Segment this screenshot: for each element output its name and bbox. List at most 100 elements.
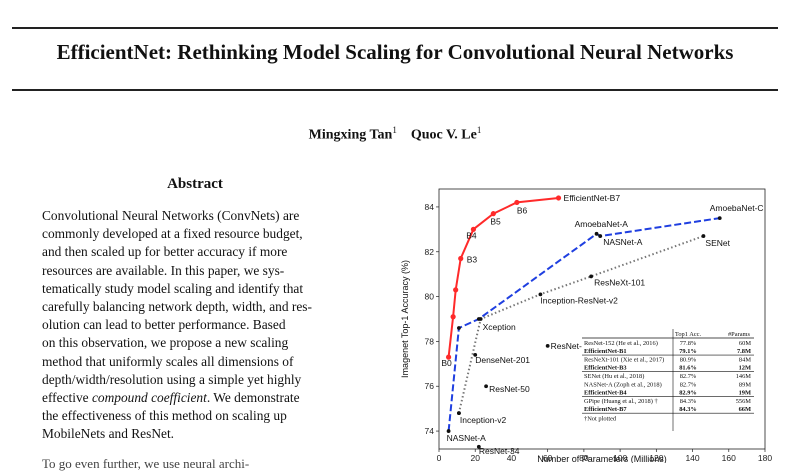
abstract-line: the effectiveness of this method on scal… [42,408,287,424]
x-tick-label: 80 [579,453,589,463]
x-axis-label: Number of Parameters (Millions) [537,454,667,463]
data-point [538,292,543,297]
point-label: ResNet-50 [489,384,530,394]
abstract-line: method that uniformly scales all dimensi… [42,353,294,369]
data-point [457,326,461,330]
series-line-efficientnet [447,197,559,358]
point-label: ResNet-34 [479,446,520,456]
point-label: ResNeXt-101 [594,277,645,287]
data-point [446,429,451,433]
table-header-params: #Params [728,331,751,338]
table-model-name: GPipe (Huang et al., 2018) † [584,398,658,405]
point-label: SENet [705,238,730,248]
abstract-line: carefully balancing network depth, width… [42,299,312,315]
data-point [457,411,461,416]
x-tick-label: 20 [470,453,480,463]
point-label: DenseNet-201 [475,355,530,365]
point-label: Inception-ResNet-v2 [540,295,618,305]
table-accuracy: 84.3% [680,398,697,405]
point-label: B3 [467,254,478,264]
table-background [582,329,754,439]
point-label: NASNet-A [603,237,643,247]
table-params: 66M [739,406,751,413]
table-footnote: †Not plotted [584,416,617,423]
y-tick-label: 84 [425,202,435,212]
series-line-nas [447,217,720,432]
data-point [701,234,706,238]
comparison-table: Top1 Acc. #Params ResNet-152 (He et al., 2… [582,329,754,439]
data-point [484,384,488,389]
data-point [458,255,464,262]
data-point [598,234,603,238]
abstract-line: depth/width/resolution using a simple ye… [42,371,302,387]
abstract-line: olution can lead to better performance. … [42,317,286,333]
abstract-next-line: To go even further, we use neural archi- [42,456,250,471]
author-list: Mingxing Tan1 Quoc V. Le1 [0,125,790,144]
title-rule-top [12,27,778,29]
point-label: AmoebaNet-C [710,203,764,213]
table-accuracy: 77.8% [680,340,697,347]
data-point [717,216,722,221]
x-tick-label: 40 [507,453,517,463]
table-header-acc: Top1 Acc. [675,331,702,338]
abstract-body: Convolutional Neural Networks (ConvNets)… [42,207,354,444]
abstract-line: effective compound coefficient. We demon… [42,389,354,407]
data-point [453,287,459,293]
abstract-line: on this observation, we propose a new sc… [42,335,289,351]
table-model-name: EfficientNet-B7 [584,406,627,413]
x-tick-label: 180 [758,453,772,463]
y-tick-label: 82 [425,247,435,257]
point-label: B0 [441,358,452,368]
data-point [589,274,594,279]
point-label: B4 [466,230,477,240]
abstract-line: MobileNets and ResNet. [42,426,175,442]
point-label: Xception [483,322,516,332]
table-accuracy: 81.6% [679,365,697,372]
data-point [478,317,483,321]
paper-title: EfficientNet: Rethinking Model Scaling f… [56,40,734,64]
table-params: 84M [739,356,751,363]
table-model-name: ResNeXt-101 (Xie et al., 2017) [584,356,664,363]
abstract-emphasis: compound coefficient [91,390,207,406]
author-affiliation: 1 [476,125,482,135]
chart-axes: 0 20 40 60 80 100 120 140 160 180 74 76 78 80 82 84 Numb… [400,188,772,463]
y-tick-label: 80 [425,292,435,302]
data-point [555,195,562,201]
plot-frame [438,188,766,450]
table-params: 89M [739,381,751,388]
data-point [473,352,478,357]
table-model-name: SENet (Hu et al., 2018) [584,373,644,380]
chart-points [445,195,722,449]
abstract-text: effective [42,390,92,406]
data-point [470,226,477,232]
data-point [445,354,452,360]
point-label: B6 [517,205,528,215]
abstract-line: Convolutional Neural Networks (ConvNets)… [42,208,300,223]
data-point [476,444,481,449]
table-model-name: ResNet-152 (He et al., 2016) [584,340,658,347]
title-rule-bottom [12,89,778,91]
table-params: 19M [739,390,751,397]
table-accuracy: 82.7% [680,373,697,380]
chart-point-labels: B0 B3 B4 B5 B6 EfficientNet-B7 NASNet-A AmoebaN… [441,193,763,456]
x-tick-label: 0 [437,453,442,463]
abstract-line: and then scaled up for better accuracy i… [42,244,288,260]
table-accuracy: 82.7% [680,381,697,388]
y-tick-label: 78 [425,336,435,346]
table-params: 146M [736,373,752,380]
point-label: B5 [490,217,501,227]
table-params: 556M [736,398,752,405]
x-tick-label: 160 [722,453,736,463]
y-tick-label: 74 [425,426,435,436]
x-tick-label: 60 [543,453,553,463]
table-accuracy: 82.9% [679,390,697,397]
y-tick-label: 76 [425,381,435,391]
data-point [545,343,550,348]
x-tick-label: 120 [649,453,663,463]
abstract-heading: Abstract [167,176,223,192]
x-tick-label: 100 [613,453,627,463]
abstract-line: resources are available. In this paper, … [42,262,285,278]
y-axis-label: Imagenet Top-1 Accuracy (%) [400,260,410,378]
table-model-name: EfficientNet-B4 [584,390,627,397]
abstract-line: commonly developed at a fixed resource b… [42,226,303,242]
